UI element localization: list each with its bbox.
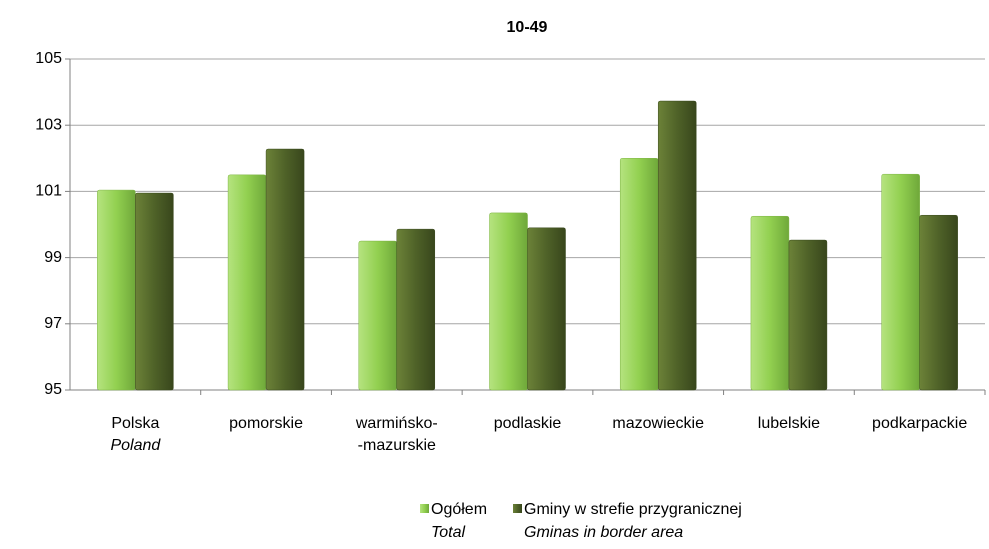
bar xyxy=(657,100,697,391)
bar xyxy=(265,148,305,391)
legend-marker xyxy=(420,504,429,513)
bar xyxy=(619,158,659,391)
x-tick-label: mazowieckie xyxy=(612,415,704,432)
legend-label-en: Gminas in border area xyxy=(524,524,683,541)
x-tick-label-line: warmińsko- xyxy=(355,415,438,432)
bar xyxy=(358,240,398,391)
x-tick-label-en: Poland xyxy=(110,437,161,454)
y-tick-label: 105 xyxy=(35,50,62,67)
x-tick-label: lubelskie xyxy=(758,415,820,432)
bar xyxy=(227,174,267,391)
chart-title: 10-49 xyxy=(507,19,548,36)
bar xyxy=(489,212,528,391)
x-tick-label: podkarpackie xyxy=(872,415,967,432)
y-tick-label: 95 xyxy=(44,381,62,398)
bar xyxy=(788,239,828,391)
legend-label: Gminy w strefie przygranicznej xyxy=(524,501,742,518)
y-tick-label: 97 xyxy=(44,315,62,332)
legend-label-en: Total xyxy=(431,524,466,541)
x-tick-label: pomorskie xyxy=(229,415,303,432)
y-tick-label: 103 xyxy=(35,116,62,133)
bar xyxy=(750,215,790,391)
bar xyxy=(97,189,136,391)
x-tick-label: warmińsko- -mazurskie xyxy=(355,415,438,454)
x-tick-label: podlaskie xyxy=(494,415,562,432)
bar xyxy=(527,227,566,391)
bar xyxy=(135,192,174,391)
bar xyxy=(396,228,436,391)
bar xyxy=(919,214,958,391)
x-tick-label-line: -mazurskie xyxy=(358,437,436,454)
legend-label: Ogółem xyxy=(431,501,487,518)
x-tick-label: Polska xyxy=(111,415,159,432)
y-tick-label: 99 xyxy=(44,249,62,266)
y-tick-label: 101 xyxy=(35,183,62,200)
legend-marker xyxy=(513,504,522,513)
bar xyxy=(881,173,920,391)
